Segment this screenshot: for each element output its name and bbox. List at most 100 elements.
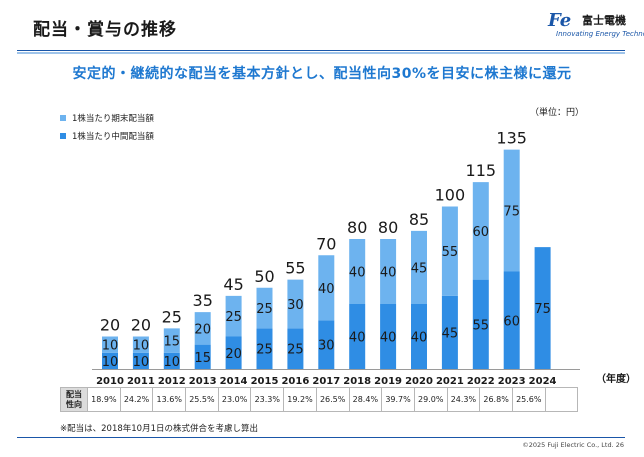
bar-label-interim-2018: 40 <box>349 331 366 346</box>
payout-ratio-2023: 25.6% <box>511 387 546 412</box>
bar-label-interim-2013: 15 <box>194 351 211 366</box>
company-logo: Fe 富士電機 Innovating Energy Technology <box>548 8 644 44</box>
legend-label-interim: 1株当たり中間配当額 <box>72 132 154 142</box>
payout-ratio-row: 配当 性向 18.9% 24.2% 13.6% 25.5% 23.0% 23.3% 19.2%… <box>60 387 579 412</box>
x-axis-suffix: （年度） <box>596 372 636 385</box>
bar-total-2023: 135 <box>496 129 527 148</box>
bar-total-2019: 80 <box>378 218 398 237</box>
bar-year-end-2017 <box>318 255 335 321</box>
bar-label-interim-2014: 20 <box>225 347 242 362</box>
x-tick-2017: 2017 <box>312 376 340 387</box>
logo-mark-icon: Fe <box>548 10 572 31</box>
payout-ratio-2011: 24.2% <box>119 387 154 412</box>
bar-interim-2019 <box>380 304 397 369</box>
bar-total-2010: 20 <box>100 316 120 335</box>
payout-ratio-2016: 19.2% <box>283 387 317 412</box>
bar-label-year-end-2013: 20 <box>194 322 211 337</box>
bar-year-end-2016 <box>287 279 304 329</box>
bar-total-2018: 80 <box>347 218 367 237</box>
bar-year-end-2011 <box>132 336 149 353</box>
slide-header: 配当・賞与の推移 Fe 富士電機 Innovating Energy Techn… <box>0 0 644 52</box>
bar-year-end-2010 <box>102 336 118 353</box>
payout-ratio-2018: 28.4% <box>348 387 383 412</box>
footnote: ※配当は、2018年10月1日の株式併合を考慮し算出 <box>60 424 258 434</box>
bar-interim-2010 <box>102 352 118 369</box>
bar-year-end-2013 <box>194 312 211 345</box>
copyright: ©2025 Fuji Electric Co., Ltd. 26 <box>522 441 624 449</box>
bar-label-year-end-2012: 15 <box>164 335 181 350</box>
bar-total-2011: 20 <box>131 316 151 335</box>
dividend-chart: 1010202010101020201110152520121520352013… <box>92 129 636 387</box>
x-tick-2020: 2020 <box>405 376 433 387</box>
bar-label-year-end-2021: 55 <box>442 245 459 260</box>
payout-ratio-2013: 25.5% <box>185 387 219 412</box>
x-tick-2012: 2012 <box>158 376 186 387</box>
bar-year-end-2019 <box>380 239 397 304</box>
x-tick-2018: 2018 <box>343 376 371 387</box>
payout-ratio-2020: 29.0% <box>413 387 448 412</box>
bar-label-interim-2011: 10 <box>133 355 150 370</box>
header-rule-light <box>17 52 625 54</box>
bar-year-end-2015 <box>256 287 273 329</box>
x-tick-2010: 2010 <box>96 376 124 387</box>
payout-ratio-2017: 26.5% <box>315 387 350 412</box>
bar-interim-2011 <box>132 352 149 369</box>
x-tick-2015: 2015 <box>251 376 279 387</box>
bar-label-interim-2021: 45 <box>442 326 459 341</box>
bar-label-interim-2010: 10 <box>102 355 119 370</box>
bar-interim-2017 <box>318 320 335 369</box>
bar-year-end-2012 <box>163 328 180 353</box>
bar-interim-2013 <box>194 344 211 369</box>
bar-year-end-2018 <box>349 239 366 304</box>
logo-tagline: Innovating Energy Technology <box>556 30 644 38</box>
payout-ratio-2019: 39.7% <box>381 387 415 412</box>
bar-total-2020: 85 <box>409 210 429 229</box>
bar-total-2015: 50 <box>254 267 274 286</box>
legend-label-year-end: 1株当たり期末配当額 <box>72 114 154 124</box>
payout-ratio-2024 <box>544 387 579 412</box>
bar-year-end-2022 <box>472 182 489 280</box>
bar-year-end-2014 <box>225 295 242 337</box>
x-tick-2013: 2013 <box>189 376 217 387</box>
x-tick-2022: 2022 <box>467 376 495 387</box>
payout-ratio-table: 配当 性向 18.9% 24.2% 13.6% 25.5% 23.0% 23.3% 19.2%… <box>60 387 579 412</box>
logo-name: 富士電機 <box>582 14 626 27</box>
x-tick-2011: 2011 <box>127 376 155 387</box>
page-title: 配当・賞与の推移 <box>33 20 177 40</box>
payout-ratio-2012: 13.6% <box>152 387 187 412</box>
bar-label-year-end-2019: 40 <box>380 266 397 281</box>
bar-label-year-end-2018: 40 <box>349 266 366 281</box>
legend-swatch-year-end <box>60 115 66 121</box>
bar-label-interim-2016: 25 <box>287 343 304 358</box>
x-tick-2019: 2019 <box>374 376 402 387</box>
bar-total-2017: 70 <box>316 234 336 253</box>
payout-ratio-header: 配当 性向 <box>60 387 88 412</box>
bar-label-interim-2022: 55 <box>473 318 490 333</box>
bar-total-2012: 25 <box>162 307 182 326</box>
payout-ratio-2022: 26.8% <box>479 387 513 412</box>
bar-label-year-end-2011: 10 <box>133 339 150 354</box>
bar-label-year-end-2010: 10 <box>102 339 119 354</box>
bar-interim-2024 <box>534 247 551 369</box>
bar-interim-2023 <box>503 271 520 369</box>
bar-label-year-end-2014: 25 <box>225 310 242 325</box>
bar-total-2021: 100 <box>435 186 466 205</box>
bar-label-interim-2020: 40 <box>411 331 428 346</box>
payout-ratio-2010: 18.9% <box>87 387 121 412</box>
bar-label-year-end-2017: 40 <box>318 282 335 297</box>
slide-subtitle: 安定的・継続的な配当を基本方針とし、配当性向30%を目安に株主様に還元 <box>72 66 572 82</box>
bar-label-interim-2015: 25 <box>256 343 273 358</box>
unit-label: （単位：円） <box>530 108 585 118</box>
bar-total-2022: 115 <box>466 161 497 180</box>
bar-year-end-2023 <box>503 149 520 272</box>
payout-ratio-2015: 23.3% <box>250 387 285 412</box>
x-tick-2023: 2023 <box>498 376 526 387</box>
legend-item-year-end: 1株当たり期末配当額 <box>60 112 154 124</box>
bar-interim-2014 <box>225 336 242 369</box>
bar-interim-2012 <box>163 352 180 369</box>
bar-label-year-end-2020: 45 <box>411 261 428 276</box>
bar-interim-2021 <box>441 295 458 369</box>
legend-swatch-interim <box>60 133 66 139</box>
x-tick-2021: 2021 <box>436 376 464 387</box>
footer-rule <box>17 437 625 438</box>
